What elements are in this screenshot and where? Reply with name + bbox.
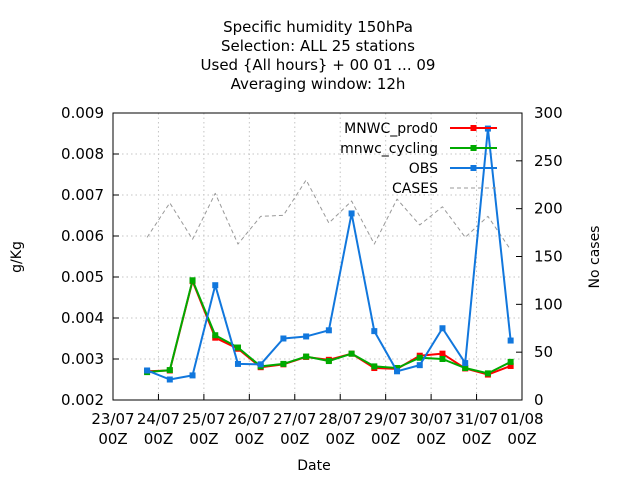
grid	[113, 113, 522, 400]
x-tick-label-date: 24/07	[137, 410, 180, 428]
y2-tick-label: 250	[534, 152, 563, 170]
data-point-obs	[303, 333, 310, 340]
axis-ticks: 0.002 0.003 0.004 0.005 0.006 0.007 0.008 0.009…	[61, 104, 563, 448]
y2-tick-label: 0	[534, 391, 544, 409]
y2-tick-label: 300	[534, 104, 563, 122]
y-tick-label: 0.006	[61, 227, 104, 245]
x-tick-label-hour: 00Z	[98, 430, 127, 448]
data-point-mnwc-cycling	[462, 365, 469, 372]
data-point-obs	[439, 325, 446, 332]
data-point-obs	[507, 337, 514, 344]
plot-data	[144, 125, 514, 383]
y2-tick-label: 200	[534, 200, 563, 218]
data-point-mnwc-cycling	[484, 370, 491, 377]
chart-title-line-4: Averaging window: 12h	[231, 75, 406, 93]
data-point-mnwc-cycling	[303, 353, 310, 360]
data-point-obs	[462, 360, 469, 367]
chart-title-line-1: Specific humidity 150hPa	[223, 18, 413, 36]
y-tick-label: 0.007	[61, 186, 104, 204]
data-point-obs	[394, 368, 401, 375]
y2-tick-label: 150	[534, 248, 563, 266]
y2-tick-label: 100	[534, 295, 563, 313]
data-point-mnwc-cycling	[189, 277, 196, 284]
x-tick-label-date: 31/07	[455, 410, 498, 428]
x-tick-label-hour: 00Z	[371, 430, 400, 448]
data-point-mnwc-cycling	[348, 350, 355, 357]
x-tick-label-date: 25/07	[182, 410, 225, 428]
x-tick-label-hour: 00Z	[416, 430, 445, 448]
x-tick-label-date: 29/07	[364, 410, 407, 428]
data-point-obs	[212, 282, 219, 289]
y-tick-label: 0.008	[61, 145, 104, 163]
legend-label-obs: OBS	[409, 161, 438, 177]
legend-marker-mnwc-prod0	[470, 125, 477, 131]
data-point-obs	[325, 327, 332, 334]
x-tick-label-hour: 00Z	[235, 430, 264, 448]
data-point-mnwc-cycling	[325, 358, 332, 365]
x-tick-label-hour: 00Z	[507, 430, 536, 448]
data-point-obs	[189, 372, 196, 379]
data-point-mnwc-cycling	[234, 344, 241, 351]
x-tick-label-date: 26/07	[228, 410, 271, 428]
x-tick-label-date: 28/07	[319, 410, 362, 428]
y-tick-label: 0.002	[61, 391, 104, 409]
x-tick-label-hour: 00Z	[280, 430, 309, 448]
x-tick-label-date: 27/07	[273, 410, 316, 428]
data-point-mnwc-cycling	[416, 354, 423, 361]
legend-marker-obs	[470, 165, 477, 171]
x-tick-label-hour: 00Z	[462, 430, 491, 448]
x-tick-label-date: 23/07	[91, 410, 134, 428]
data-point-obs	[416, 362, 423, 369]
y2-tick-label: 50	[534, 343, 553, 361]
data-point-mnwc-prod0	[439, 350, 446, 357]
data-point-obs	[257, 361, 264, 368]
x-axis-label: Date	[297, 458, 330, 474]
x-tick-label-date: 30/07	[409, 410, 452, 428]
chart-title-line-3: Used {All hours} + 00 01 ... 09	[201, 56, 436, 74]
data-point-obs	[371, 328, 378, 335]
y2-axis-label: No cases	[587, 226, 603, 289]
legend-label-cases: CASES	[392, 181, 438, 197]
series-line-obs	[146, 127, 512, 381]
series-line-cases	[146, 179, 512, 251]
x-tick-label-hour: 00Z	[326, 430, 355, 448]
data-point-mnwc-cycling	[212, 332, 219, 339]
legend-marker-mnwc-cycling	[470, 145, 477, 151]
data-point-mnwc-cycling	[394, 365, 401, 372]
x-tick-label-date: 01/08	[500, 410, 543, 428]
data-point-mnwc-cycling	[166, 367, 173, 374]
data-point-mnwc-prod0	[507, 362, 514, 369]
data-point-obs	[166, 376, 173, 383]
data-point-obs	[348, 210, 355, 217]
legend-label-mnwc-prod0: MNWC_prod0	[344, 121, 438, 137]
data-point-obs	[280, 335, 287, 342]
x-tick-label-hour: 00Z	[144, 430, 173, 448]
data-point-mnwc-cycling	[507, 358, 514, 365]
y-tick-label: 0.003	[61, 350, 104, 368]
x-tick-label-hour: 00Z	[189, 430, 218, 448]
y-tick-label: 0.005	[61, 268, 104, 286]
legend: MNWC_prod0 mnwc_cycling OBS CASES	[340, 121, 497, 197]
data-point-obs	[234, 360, 241, 367]
chart-title-line-2: Selection: ALL 25 stations	[221, 37, 415, 55]
data-point-obs	[144, 367, 151, 374]
legend-label-mnwc-cycling: mnwc_cycling	[340, 141, 438, 157]
data-point-mnwc-cycling	[371, 363, 378, 370]
chart-title: Specific humidity 150hPa Selection: ALL …	[201, 18, 436, 93]
y-axis-label: g/Kg	[9, 241, 25, 273]
data-point-mnwc-cycling	[439, 356, 446, 362]
data-point-mnwc-cycling	[280, 360, 287, 367]
y-tick-label: 0.009	[61, 104, 104, 122]
y-tick-label: 0.004	[61, 309, 104, 327]
